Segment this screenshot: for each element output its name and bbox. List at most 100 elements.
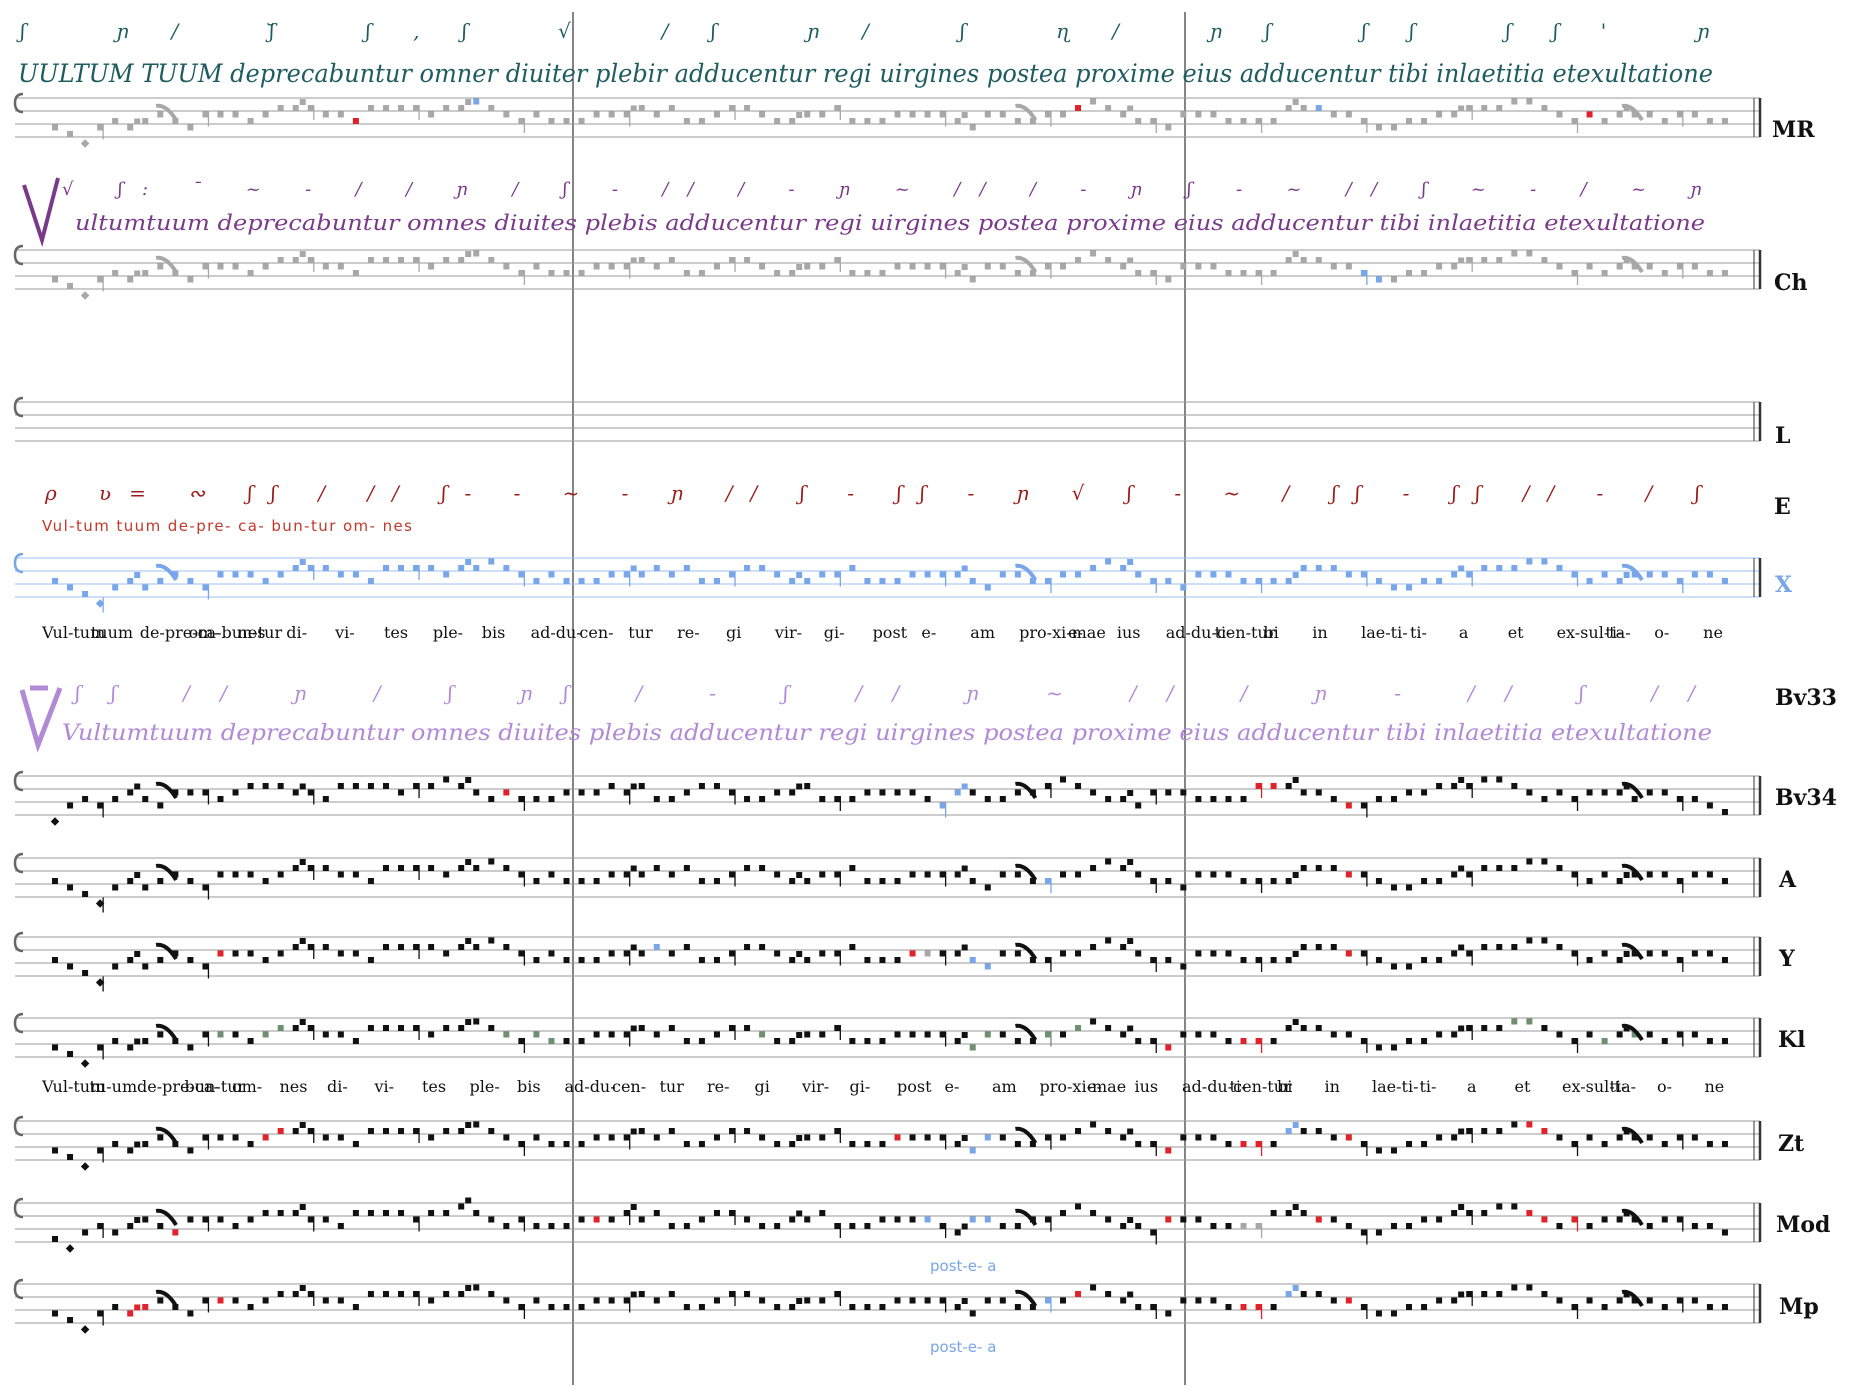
neume-square (593, 1216, 600, 1223)
neume-square (774, 1223, 781, 1229)
neume-square (879, 957, 886, 963)
neume-square (1706, 270, 1713, 276)
neume-square (1315, 565, 1322, 571)
neume-square (1571, 1216, 1578, 1223)
neume-square (578, 1216, 585, 1223)
neume-square (1285, 578, 1292, 584)
neume-square (954, 270, 961, 276)
neume-square (759, 944, 766, 950)
neume-square (713, 263, 720, 270)
neume-square (668, 1025, 675, 1031)
neume-square (1330, 865, 1337, 871)
neume-square (1406, 789, 1413, 796)
neume-square (744, 944, 751, 950)
neume-porrectus (1015, 781, 1038, 800)
neume-square (1511, 865, 1518, 871)
neume-square (668, 796, 675, 802)
neume-square (473, 565, 480, 571)
neume-square (653, 565, 660, 571)
neume-square (1255, 878, 1262, 884)
neume-square (428, 1134, 435, 1141)
neume-square (1421, 957, 1428, 963)
c-clef-icon (13, 244, 24, 266)
neume-square (1255, 1304, 1262, 1310)
neume-square (1541, 257, 1548, 263)
neume-square (1075, 950, 1082, 957)
neume-square (1691, 263, 1698, 270)
neume-square (533, 111, 540, 118)
neume-square (653, 1031, 660, 1038)
neume-square (1300, 1025, 1307, 1031)
siglum-mod: Mod (1776, 1212, 1830, 1238)
neume-square (1436, 957, 1443, 963)
neume-square (849, 865, 856, 871)
neume-square (1210, 1134, 1217, 1141)
neume-square (1556, 1031, 1563, 1038)
neume-square (593, 578, 600, 584)
neume-square (1240, 1141, 1247, 1147)
neume-square (1451, 1210, 1458, 1216)
neume-square (1360, 871, 1367, 878)
mod-variant-text: post-e- a (930, 1257, 996, 1275)
neume-square (954, 1038, 961, 1044)
neume-square (1390, 1310, 1397, 1317)
neume-square (744, 796, 751, 802)
neume-square (1127, 559, 1134, 565)
neume-square (465, 1019, 472, 1025)
neume-square (1150, 1229, 1157, 1236)
lyric-syllable: ti- (1410, 623, 1427, 642)
lyric-syllable: ad-du- (531, 623, 582, 642)
neume-square (1285, 957, 1292, 963)
neume-porrectus (1015, 942, 1038, 961)
neume-square (1721, 1304, 1728, 1310)
neume-square (909, 571, 916, 578)
neume-square (774, 118, 781, 124)
neume-square (262, 1210, 269, 1216)
neume-square (698, 957, 705, 963)
neume-square (1044, 878, 1051, 884)
neume-square (247, 270, 254, 276)
neume-square (112, 796, 119, 802)
neume-square (796, 951, 803, 957)
neume-square (1090, 1284, 1097, 1291)
neume-square (713, 111, 720, 118)
neume-square (458, 944, 465, 950)
neume-square (623, 1134, 630, 1141)
neume-square (488, 105, 495, 111)
neume-square (307, 865, 314, 871)
neume-square (1481, 1210, 1488, 1216)
neume-square (157, 1297, 164, 1304)
neume-square (1120, 944, 1127, 950)
neume-square (834, 796, 841, 802)
neume-square (1646, 111, 1653, 118)
neume-square (1706, 802, 1713, 809)
neume-porrectus (1621, 1289, 1644, 1308)
neume-square (172, 871, 179, 878)
neume-square (1466, 950, 1473, 957)
neume-square (127, 1310, 134, 1317)
neume-square (804, 578, 811, 584)
neume-square (1706, 118, 1713, 124)
neume-square (1496, 565, 1503, 571)
neume-square (1195, 571, 1202, 578)
neume-square (299, 251, 306, 257)
neume-square (157, 1223, 164, 1229)
neume-square (1150, 789, 1157, 796)
neume-square (134, 1304, 141, 1311)
neume-square (1165, 1044, 1172, 1051)
neume-square (1135, 270, 1142, 276)
neume-square (796, 1298, 803, 1304)
neume-square (1406, 1141, 1413, 1147)
neume-square (398, 944, 405, 950)
neume-square (398, 1025, 405, 1031)
neume-square (1676, 1134, 1683, 1141)
lyric-syllable: om- (232, 1077, 262, 1096)
neume-square (834, 1128, 841, 1134)
neume-square (67, 1317, 74, 1323)
neume-square (1623, 257, 1630, 264)
lyric-syllable: re- (707, 1077, 730, 1096)
neume-square (413, 1128, 420, 1134)
neume-square (277, 1128, 284, 1134)
neume-square (157, 878, 164, 884)
neume-square (834, 1025, 841, 1031)
